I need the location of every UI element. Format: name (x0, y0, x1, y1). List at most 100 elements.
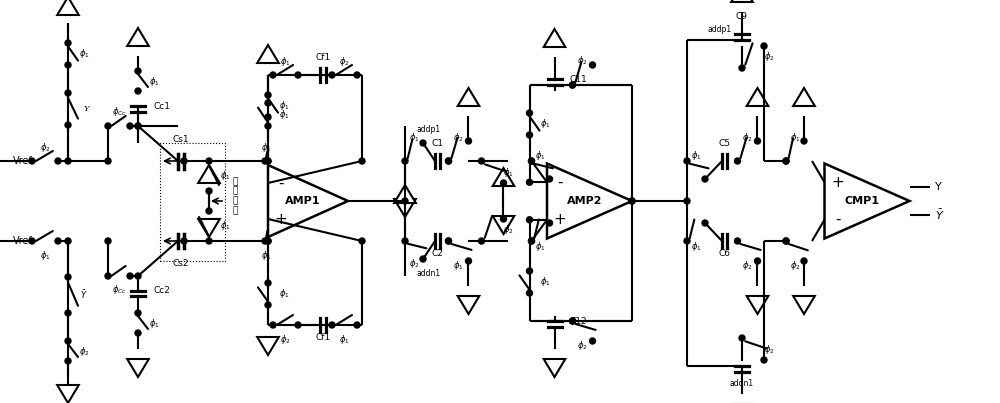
Circle shape (105, 273, 111, 279)
Circle shape (262, 158, 268, 164)
Circle shape (265, 302, 271, 308)
Circle shape (420, 256, 426, 262)
Text: $\phi_1$: $\phi_1$ (220, 220, 230, 233)
Circle shape (329, 322, 335, 328)
Polygon shape (394, 185, 416, 203)
Text: $\phi_1$: $\phi_1$ (503, 166, 514, 179)
Polygon shape (198, 219, 220, 237)
Polygon shape (493, 168, 514, 186)
Text: $\bar{Y}$: $\bar{Y}$ (935, 208, 944, 222)
Circle shape (629, 198, 635, 204)
Circle shape (55, 158, 61, 164)
Circle shape (801, 138, 807, 144)
Circle shape (402, 238, 408, 244)
Circle shape (265, 238, 271, 244)
Circle shape (702, 176, 708, 182)
Circle shape (65, 338, 71, 344)
Circle shape (270, 322, 276, 328)
Polygon shape (268, 165, 348, 237)
Circle shape (402, 158, 408, 164)
Circle shape (445, 238, 451, 244)
Circle shape (265, 158, 271, 164)
Circle shape (754, 138, 760, 144)
Circle shape (526, 268, 532, 274)
Text: $\phi_2$: $\phi_2$ (453, 131, 464, 143)
Circle shape (684, 198, 690, 204)
Circle shape (359, 238, 365, 244)
Circle shape (478, 238, 484, 244)
Circle shape (420, 140, 426, 146)
Text: $\phi_1$: $\phi_1$ (339, 332, 350, 345)
Circle shape (734, 158, 740, 164)
Circle shape (570, 318, 576, 324)
Circle shape (135, 310, 141, 316)
Circle shape (359, 158, 365, 164)
Text: $\phi_2$: $\phi_2$ (79, 345, 89, 357)
Text: $\phi_2$: $\phi_2$ (40, 141, 50, 154)
Circle shape (135, 88, 141, 94)
Text: $\phi_1$: $\phi_1$ (79, 48, 89, 60)
Circle shape (135, 123, 141, 129)
Polygon shape (793, 88, 815, 106)
Text: Y: Y (935, 182, 941, 192)
Circle shape (265, 100, 271, 106)
Polygon shape (257, 45, 279, 63)
Circle shape (65, 62, 71, 68)
Text: CMP1: CMP1 (844, 196, 880, 206)
Circle shape (526, 179, 532, 185)
Circle shape (105, 158, 111, 164)
Circle shape (526, 132, 532, 138)
Circle shape (801, 258, 807, 264)
Circle shape (570, 82, 576, 88)
Circle shape (739, 65, 745, 71)
Circle shape (570, 82, 576, 88)
Polygon shape (57, 385, 79, 403)
Text: $\phi_2$: $\phi_2$ (577, 54, 588, 67)
Text: Cc1: Cc1 (153, 102, 170, 111)
Circle shape (500, 180, 506, 186)
Text: $\phi_1$: $\phi_1$ (220, 170, 230, 183)
Circle shape (783, 238, 789, 244)
Text: $\phi_2$: $\phi_2$ (409, 258, 419, 270)
Text: $\phi_1$: $\phi_1$ (149, 75, 159, 87)
Circle shape (465, 138, 472, 144)
Circle shape (265, 123, 271, 129)
Polygon shape (57, 0, 79, 15)
Text: addp1: addp1 (417, 125, 441, 133)
Circle shape (105, 238, 111, 244)
Circle shape (546, 220, 552, 226)
Circle shape (105, 123, 111, 129)
Text: C6: C6 (719, 249, 731, 258)
Polygon shape (793, 296, 815, 314)
Polygon shape (458, 88, 479, 106)
Text: addn1: addn1 (730, 380, 754, 388)
Polygon shape (747, 88, 768, 106)
Text: $\phi_1$: $\phi_1$ (409, 131, 419, 145)
Circle shape (265, 114, 271, 120)
Text: $\phi_2$: $\phi_2$ (339, 54, 350, 67)
Polygon shape (394, 199, 416, 217)
Polygon shape (127, 359, 149, 377)
Circle shape (29, 158, 35, 164)
Text: $\phi_1$: $\phi_1$ (280, 54, 291, 67)
Circle shape (783, 158, 789, 164)
Text: Cs1: Cs1 (173, 135, 189, 143)
Text: $\phi_{Cc}$: $\phi_{Cc}$ (112, 283, 126, 297)
Polygon shape (493, 216, 514, 234)
Circle shape (445, 238, 451, 244)
Circle shape (65, 358, 71, 364)
Text: $\phi_1$: $\phi_1$ (279, 108, 289, 121)
Circle shape (761, 43, 767, 49)
Circle shape (206, 188, 212, 194)
Circle shape (445, 158, 451, 164)
Circle shape (684, 238, 690, 244)
Circle shape (135, 123, 141, 129)
Circle shape (445, 158, 451, 164)
Text: -: - (278, 175, 284, 191)
Circle shape (127, 273, 133, 279)
Text: $\phi_1$: $\phi_1$ (261, 141, 272, 154)
Text: $\phi_1$: $\phi_1$ (535, 150, 546, 162)
Circle shape (500, 216, 506, 222)
Circle shape (526, 110, 532, 116)
Circle shape (65, 122, 71, 128)
